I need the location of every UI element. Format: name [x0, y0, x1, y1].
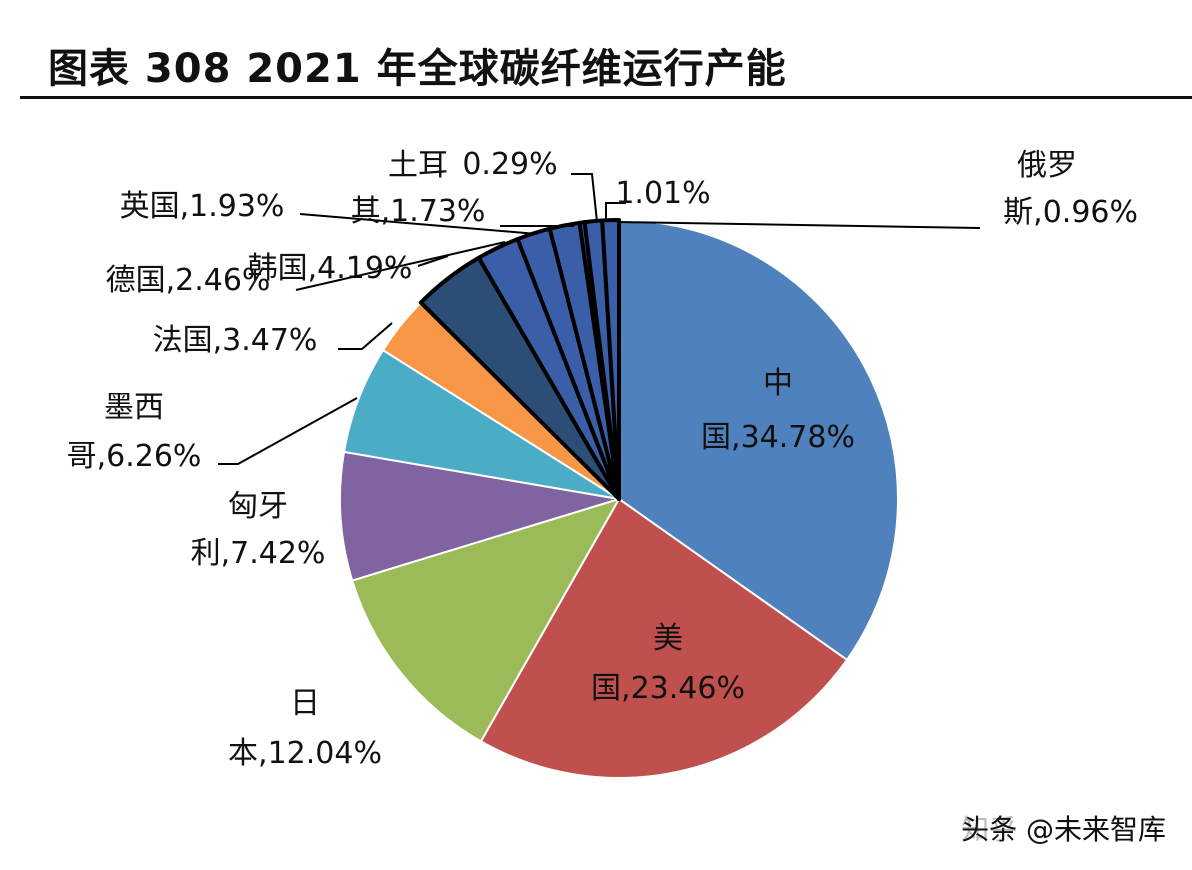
pie-slice [600, 218, 621, 501]
slice-label: 1.01% [615, 176, 710, 211]
leader-line [338, 322, 393, 350]
slice-label: 土耳 [388, 148, 448, 183]
slice-label: 国,34.78% [701, 420, 855, 455]
pie-slice [618, 219, 899, 661]
leader-line [295, 241, 506, 291]
pie-slices [339, 218, 899, 779]
pie-slice [351, 498, 620, 743]
slice-label: 法国,3.47% [153, 323, 318, 358]
slice-label: 俄罗 [1017, 148, 1077, 183]
slice-label: 日 [290, 686, 320, 721]
slice-label: 本,12.04% [228, 736, 382, 771]
slice-label: 中 [763, 366, 793, 401]
slice-label: 墨西 [104, 390, 164, 425]
leader-line [605, 202, 626, 222]
watermark: 知乎 @未来智库 头条 @未来智库 [961, 808, 1166, 848]
slice-label: 美 [653, 621, 683, 656]
leader-line [571, 173, 598, 223]
leader-line [417, 255, 449, 267]
slice-label: 0.29% [462, 147, 557, 182]
leader-line [299, 213, 538, 235]
slice-label: 利,7.42% [191, 536, 326, 571]
watermark-text: 头条 @未来智库 [961, 813, 1166, 846]
slice-label: 德国,2.46% [106, 263, 271, 298]
slice-label: 匈牙 [228, 489, 288, 524]
watermark-ghost-text: 知乎 @未来智库 [961, 813, 1166, 846]
slice-label: 英国,1.93% [120, 189, 285, 224]
slice-label: 其,1.73% [351, 194, 486, 229]
slice-label: 哥,6.26% [67, 439, 202, 474]
pie-labels: 中国,34.78% 美国,23.46% 日本,12.04% 匈牙利,7.42% 墨西哥,… [67, 147, 1138, 771]
leader-line [218, 397, 358, 465]
slice-label: 斯,0.96% [1003, 195, 1138, 230]
pie-slice [339, 450, 620, 582]
pie-slice [479, 498, 848, 779]
title-underline [20, 96, 1192, 99]
slice-label: 韩国,4.19% [248, 251, 413, 286]
chart-title: 图表 308 2021 年全球碳纤维运行产能 [48, 46, 787, 92]
slice-label: 国,23.46% [591, 671, 745, 706]
leader-line [616, 221, 981, 229]
